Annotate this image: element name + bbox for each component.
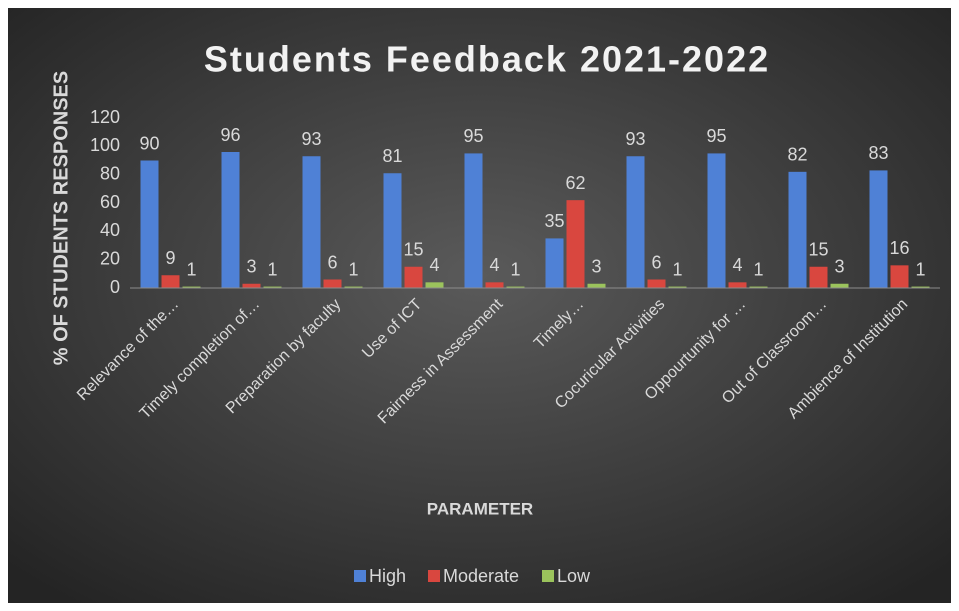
data-label: 1: [753, 259, 763, 279]
bar: [485, 282, 504, 288]
data-label: 4: [489, 255, 499, 275]
data-label: 9: [165, 248, 175, 268]
bar: [668, 286, 687, 288]
legend-swatch: [428, 570, 440, 582]
data-label: 90: [139, 133, 159, 153]
data-label: 3: [834, 257, 844, 277]
data-label: 35: [544, 211, 564, 231]
data-label: 95: [463, 126, 483, 146]
bar: [566, 200, 585, 288]
bar: [869, 170, 888, 288]
y-tick-label: 40: [100, 220, 120, 240]
data-label: 3: [246, 257, 256, 277]
bar: [728, 282, 747, 288]
bar: [242, 283, 261, 288]
bar: [626, 156, 645, 288]
bar: [344, 286, 363, 288]
data-label: 1: [267, 259, 277, 279]
data-label: 96: [220, 125, 240, 145]
bar: [140, 160, 159, 288]
data-label: 93: [301, 129, 321, 149]
chart-background: [8, 8, 951, 603]
data-label: 95: [706, 126, 726, 146]
bar: [830, 283, 849, 288]
y-tick-label: 20: [100, 248, 120, 268]
bar: [890, 265, 909, 288]
bar: [221, 152, 240, 288]
bar: [647, 279, 666, 288]
y-tick-label: 100: [90, 135, 120, 155]
bar: [788, 171, 807, 288]
data-label: 16: [889, 238, 909, 258]
bar: [182, 286, 201, 288]
bar: [587, 283, 606, 288]
data-label: 1: [348, 259, 358, 279]
y-tick-label: 120: [90, 107, 120, 127]
bar: [809, 266, 828, 288]
y-tick-label: 60: [100, 192, 120, 212]
data-label: 1: [510, 259, 520, 279]
bar: [749, 286, 768, 288]
legend-label: Moderate: [443, 566, 519, 586]
y-tick-label: 0: [110, 277, 120, 297]
bar: [545, 238, 564, 288]
bar: [302, 156, 321, 288]
data-label: 82: [787, 145, 807, 165]
data-label: 15: [808, 240, 828, 260]
bar: [404, 266, 423, 288]
bar: [707, 153, 726, 288]
bar: [323, 279, 342, 288]
data-label: 81: [382, 146, 402, 166]
data-label: 62: [565, 173, 585, 193]
bar: [263, 286, 282, 288]
data-label: 1: [915, 259, 925, 279]
chart-title: Students Feedback 2021-2022: [204, 39, 770, 80]
data-label: 15: [403, 240, 423, 260]
data-label: 4: [429, 255, 439, 275]
y-axis-title: % OF STUDENTS RESPONSES: [50, 71, 72, 366]
bar: [911, 286, 930, 288]
data-label: 1: [672, 259, 682, 279]
legend-swatch: [542, 570, 554, 582]
data-label: 3: [591, 257, 601, 277]
bar: [383, 173, 402, 288]
x-axis-title: PARAMETER: [427, 499, 533, 518]
bar: [425, 282, 444, 288]
legend-swatch: [354, 570, 366, 582]
data-label: 93: [625, 129, 645, 149]
legend-label: Low: [557, 566, 591, 586]
legend-label: High: [369, 566, 406, 586]
data-label: 4: [732, 255, 742, 275]
bar: [464, 153, 483, 288]
data-label: 83: [868, 143, 888, 163]
data-label: 6: [327, 252, 337, 272]
bar: [506, 286, 525, 288]
y-tick-label: 80: [100, 163, 120, 183]
data-label: 6: [651, 252, 661, 272]
bar: [161, 275, 180, 288]
data-label: 1: [186, 259, 196, 279]
